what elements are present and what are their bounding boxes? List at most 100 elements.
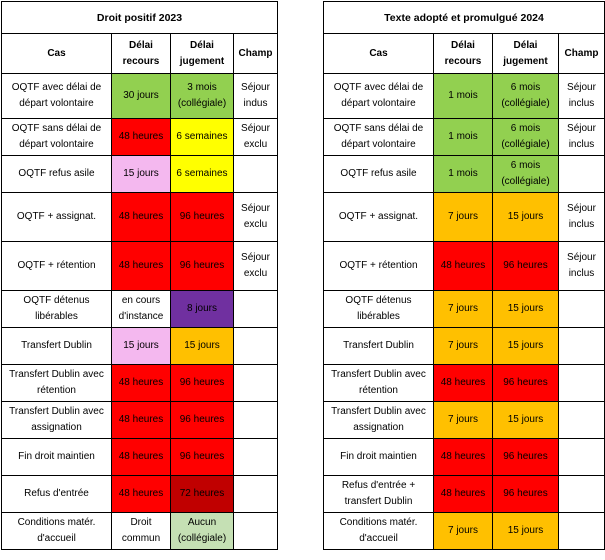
delai-recours-cell: 1 mois <box>433 155 493 193</box>
champ-cell <box>558 512 605 550</box>
cas-cell: OQTF + rétention <box>323 241 434 291</box>
champ-cell: Séjour indus <box>233 73 278 119</box>
table-title: Texte adopté et promulgué 2024 <box>323 1 605 34</box>
champ-cell: Séjour inclus <box>558 73 605 119</box>
delai-jugement-cell: 15 jours <box>492 401 559 439</box>
table-row: OQTF refus asile 15 jours 6 semaines <box>1 155 278 193</box>
table-row: OQTF détenus libérables en cours d'instan… <box>1 290 278 328</box>
delai-recours-cell: 48 heures <box>111 401 171 439</box>
delai-jugement-cell: 96 heures <box>492 475 559 513</box>
cas-cell: Transfert Dublin avec assignation <box>323 401 434 439</box>
champ-cell <box>233 475 278 513</box>
delai-jugement-cell: 6 mois (collégiale) <box>492 155 559 193</box>
delai-recours-cell: 30 jours <box>111 73 171 119</box>
cas-cell: OQTF avec délai de départ volontaire <box>323 73 434 119</box>
table-row: Transfert Dublin avec rétention 48 heures… <box>1 364 278 402</box>
cas-cell: Conditions matér. d'accueil <box>323 512 434 550</box>
table-texte-adopte-2024: Texte adopté et promulgué 2024 Cas Délai… <box>323 1 605 550</box>
delai-recours-cell: 48 heures <box>111 118 171 156</box>
delai-recours-cell: 15 jours <box>111 155 171 193</box>
delai-jugement-cell: 96 heures <box>170 438 234 476</box>
cas-cell: OQTF sans délai de départ volontaire <box>323 118 434 156</box>
header-delai-jugement: Délai jugement <box>170 33 234 74</box>
cas-cell: Conditions matér. d'accueil <box>1 512 112 550</box>
delai-jugement-cell: 6 semaines <box>170 155 234 193</box>
cas-cell: Refus d'entrée <box>1 475 112 513</box>
header-champ: Champ <box>233 33 278 74</box>
champ-cell <box>233 290 278 328</box>
delai-recours-cell: 7 jours <box>433 327 493 365</box>
table-row: Transfert Dublin avec assignation 7 jours… <box>323 401 605 439</box>
champ-cell <box>558 364 605 402</box>
cas-cell: Transfert Dublin avec rétention <box>323 364 434 402</box>
cas-cell: Fin droit maintien <box>323 438 434 476</box>
champ-cell <box>233 155 278 193</box>
delai-jugement-cell: 96 heures <box>492 241 559 291</box>
delai-jugement-cell: 15 jours <box>492 512 559 550</box>
champ-cell <box>233 438 278 476</box>
table-row: Fin droit maintien 48 heures 96 heures <box>1 438 278 476</box>
champ-cell: Séjour exclu <box>233 118 278 156</box>
header-delai-recours: Délai recours <box>433 33 493 74</box>
cas-cell: OQTF avec délai de départ volontaire <box>1 73 112 119</box>
delai-jugement-cell: 6 mois (collégiale) <box>492 118 559 156</box>
champ-cell: Séjour inclus <box>558 241 605 291</box>
delai-recours-cell: 7 jours <box>433 401 493 439</box>
champ-cell <box>558 475 605 513</box>
delai-recours-cell: 48 heures <box>111 241 171 291</box>
table-row: OQTF sans délai de départ volontaire 1 mo… <box>323 118 605 156</box>
delai-recours-cell: 7 jours <box>433 512 493 550</box>
cas-cell: OQTF refus asile <box>323 155 434 193</box>
delai-recours-cell: 48 heures <box>433 475 493 513</box>
delai-jugement-cell: 15 jours <box>170 327 234 365</box>
table-row: Transfert Dublin avec rétention 48 heures… <box>323 364 605 402</box>
table-row: OQTF sans délai de départ volontaire 48 h… <box>1 118 278 156</box>
cas-cell: OQTF détenus libérables <box>323 290 434 328</box>
champ-cell <box>233 327 278 365</box>
delai-recours-cell: 1 mois <box>433 73 493 119</box>
table-row: Transfert Dublin avec assignation 48 heur… <box>1 401 278 439</box>
table-row: OQTF avec délai de départ volontaire 1 mo… <box>323 73 605 119</box>
header-delai-recours: Délai recours <box>111 33 171 74</box>
delai-recours-cell: 15 jours <box>111 327 171 365</box>
champ-cell <box>558 155 605 193</box>
delai-jugement-cell: 8 jours <box>170 290 234 328</box>
champ-cell <box>233 364 278 402</box>
table-row: OQTF + assignat. 7 jours 15 jours Séjour in… <box>323 192 605 242</box>
table-row: Conditions matér. d'accueil Droit commun A… <box>1 512 278 550</box>
cas-cell: Transfert Dublin <box>323 327 434 365</box>
table-droit-positif-2023: Droit positif 2023 Cas Délai recours Dél… <box>1 1 278 550</box>
header-champ: Champ <box>558 33 605 74</box>
delai-recours-cell: 48 heures <box>111 364 171 402</box>
header-delai-jugement: Délai jugement <box>492 33 559 74</box>
cas-cell: OQTF + assignat. <box>1 192 112 242</box>
cas-cell: OQTF détenus libérables <box>1 290 112 328</box>
delai-recours-cell: 48 heures <box>111 475 171 513</box>
table-body: OQTF avec délai de départ volontaire 1 mo… <box>323 73 605 550</box>
table-row: OQTF détenus libérables 7 jours 15 jours <box>323 290 605 328</box>
delai-jugement-cell: 15 jours <box>492 192 559 242</box>
champ-cell <box>558 327 605 365</box>
delai-recours-cell: 1 mois <box>433 118 493 156</box>
delai-jugement-cell: 3 mois (collégiale) <box>170 73 234 119</box>
delai-recours-cell: 48 heures <box>111 192 171 242</box>
delai-recours-cell: 7 jours <box>433 192 493 242</box>
table-body: OQTF avec délai de départ volontaire 30 j… <box>1 73 278 550</box>
cas-cell: OQTF + assignat. <box>323 192 434 242</box>
champ-cell <box>233 512 278 550</box>
delai-jugement-cell: 15 jours <box>492 290 559 328</box>
cas-cell: OQTF refus asile <box>1 155 112 193</box>
delai-jugement-cell: 96 heures <box>170 364 234 402</box>
cas-cell: Fin droit maintien <box>1 438 112 476</box>
delai-jugement-cell: 6 mois (collégiale) <box>492 73 559 119</box>
delai-jugement-cell: 6 semaines <box>170 118 234 156</box>
table-row: OQTF + rétention 48 heures 96 heures Séjour… <box>323 241 605 291</box>
champ-cell <box>558 401 605 439</box>
table-row: Transfert Dublin 7 jours 15 jours <box>323 327 605 365</box>
table-row: OQTF refus asile 1 mois 6 mois (collégiale… <box>323 155 605 193</box>
delai-jugement-cell: Aucun (collégiale) <box>170 512 234 550</box>
table-row: Transfert Dublin 15 jours 15 jours <box>1 327 278 365</box>
table-row: Conditions matér. d'accueil 7 jours 15 jou… <box>323 512 605 550</box>
cas-cell: Refus d'entrée + transfert Dublin <box>323 475 434 513</box>
champ-cell: Séjour exclu <box>233 192 278 242</box>
